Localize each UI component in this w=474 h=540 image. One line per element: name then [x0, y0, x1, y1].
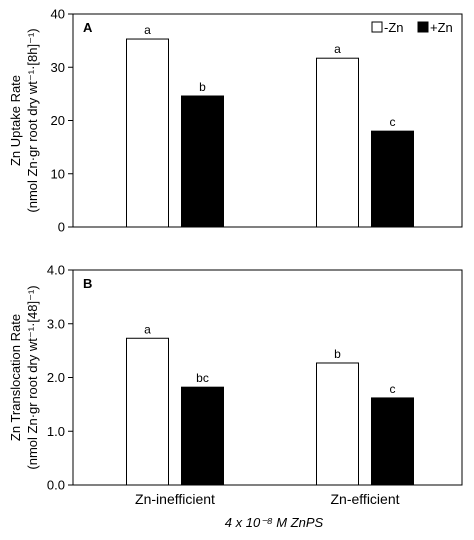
panel-b-significance-letter: a	[144, 322, 151, 336]
panel-b-y-tick-label: 4.0	[47, 263, 65, 278]
panel-a-y-tick-label: 10	[51, 166, 65, 181]
panel-b-significance-letter: c	[390, 382, 396, 396]
panel-b: 0.0 1.0 2.0 3.0 4.0 Zn Translocation Rate (nmo…	[8, 263, 463, 507]
panel-b-y-tick-label: 1.0	[47, 424, 65, 439]
panel-b-significance-letter: bc	[196, 371, 209, 385]
panel-a-bar-plus-zn	[371, 130, 414, 228]
panel-a-significance-letter: a	[144, 23, 151, 37]
panel-a: 0 10 20 30 40 Zn Uptake Rate (nmol Zn·gr root …	[8, 7, 463, 235]
panel-b-y-tick-label: 3.0	[47, 316, 65, 331]
panel-b-y-axis-unit: (nmol Zn·gr root dry wt⁻¹·[48]⁻¹)	[25, 285, 40, 469]
panel-a-significance-letter: b	[199, 80, 206, 94]
panel-a-y-axis-unit: (nmol Zn·gr root dry wt⁻¹·[8h]⁻¹)	[25, 28, 40, 212]
x-category-label: Zn-efficient	[331, 491, 400, 507]
panel-b-label: B	[83, 276, 92, 291]
panel-b-significance-letter: b	[334, 347, 341, 361]
legend-label-minus-zn: -Zn	[384, 20, 404, 35]
panel-a-y-axis-label: Zn Uptake Rate	[8, 75, 23, 166]
panel-b-bar-minus-zn	[126, 337, 169, 486]
x-category-label: Zn-inefficient	[135, 491, 215, 507]
panel-a-y-tick-label: 0	[58, 220, 65, 235]
panel-a-significance-letter: a	[334, 42, 341, 56]
panel-b-bar-plus-zn	[181, 386, 224, 486]
panel-b-y-tick-label: 0.0	[47, 478, 65, 493]
panel-a-y-tick-label: 40	[51, 7, 65, 22]
legend-label-plus-zn: +Zn	[430, 20, 453, 35]
panel-b-bar-minus-zn	[316, 362, 359, 486]
panel-a-bar-plus-zn	[181, 95, 224, 228]
panel-a-bar-minus-zn	[316, 57, 359, 228]
panel-a-label: A	[83, 20, 93, 35]
panel-b-y-tick-label: 2.0	[47, 370, 65, 385]
legend-swatch-minus-zn	[371, 21, 383, 33]
panel-a-bar-minus-zn	[126, 38, 169, 228]
panel-a-y-tick-label: 20	[51, 113, 65, 128]
panel-a-significance-letter: c	[390, 115, 396, 129]
panel-b-bar-plus-zn	[371, 397, 414, 486]
legend-swatch-plus-zn	[417, 21, 429, 33]
panel-a-y-tick-label: 30	[51, 60, 65, 75]
panel-b-y-axis-label: Zn Translocation Rate	[8, 314, 23, 441]
x-axis-title: 4 x 10⁻⁸ M ZnPS	[225, 515, 324, 530]
